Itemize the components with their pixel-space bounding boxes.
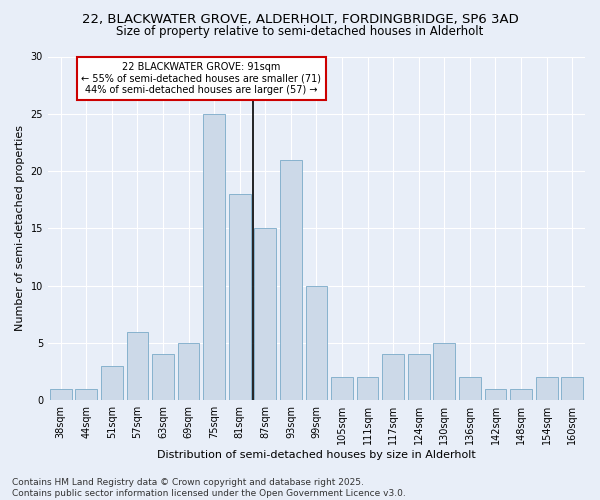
Text: 22 BLACKWATER GROVE: 91sqm
← 55% of semi-detached houses are smaller (71)
44% of: 22 BLACKWATER GROVE: 91sqm ← 55% of semi… [82, 62, 322, 96]
Bar [357, 378, 379, 400]
Bar [536, 378, 557, 400]
X-axis label: Distribution of semi-detached houses by size in Alderholt: Distribution of semi-detached houses by … [157, 450, 476, 460]
Bar [382, 354, 404, 401]
Bar [331, 378, 353, 400]
Bar [127, 332, 148, 400]
Text: Size of property relative to semi-detached houses in Alderholt: Size of property relative to semi-detach… [116, 25, 484, 38]
Bar [229, 194, 251, 400]
Bar [562, 378, 583, 400]
Bar [485, 389, 506, 400]
Bar [254, 228, 276, 400]
Bar [203, 114, 225, 401]
Bar [408, 354, 430, 401]
Bar [459, 378, 481, 400]
Bar [305, 286, 328, 401]
Bar [50, 389, 71, 400]
Bar [510, 389, 532, 400]
Bar [433, 343, 455, 400]
Bar [152, 354, 174, 401]
Bar [178, 343, 199, 400]
Bar [280, 160, 302, 400]
Y-axis label: Number of semi-detached properties: Number of semi-detached properties [15, 126, 25, 332]
Text: 22, BLACKWATER GROVE, ALDERHOLT, FORDINGBRIDGE, SP6 3AD: 22, BLACKWATER GROVE, ALDERHOLT, FORDING… [82, 12, 518, 26]
Bar [101, 366, 123, 400]
Text: Contains HM Land Registry data © Crown copyright and database right 2025.
Contai: Contains HM Land Registry data © Crown c… [12, 478, 406, 498]
Bar [76, 389, 97, 400]
